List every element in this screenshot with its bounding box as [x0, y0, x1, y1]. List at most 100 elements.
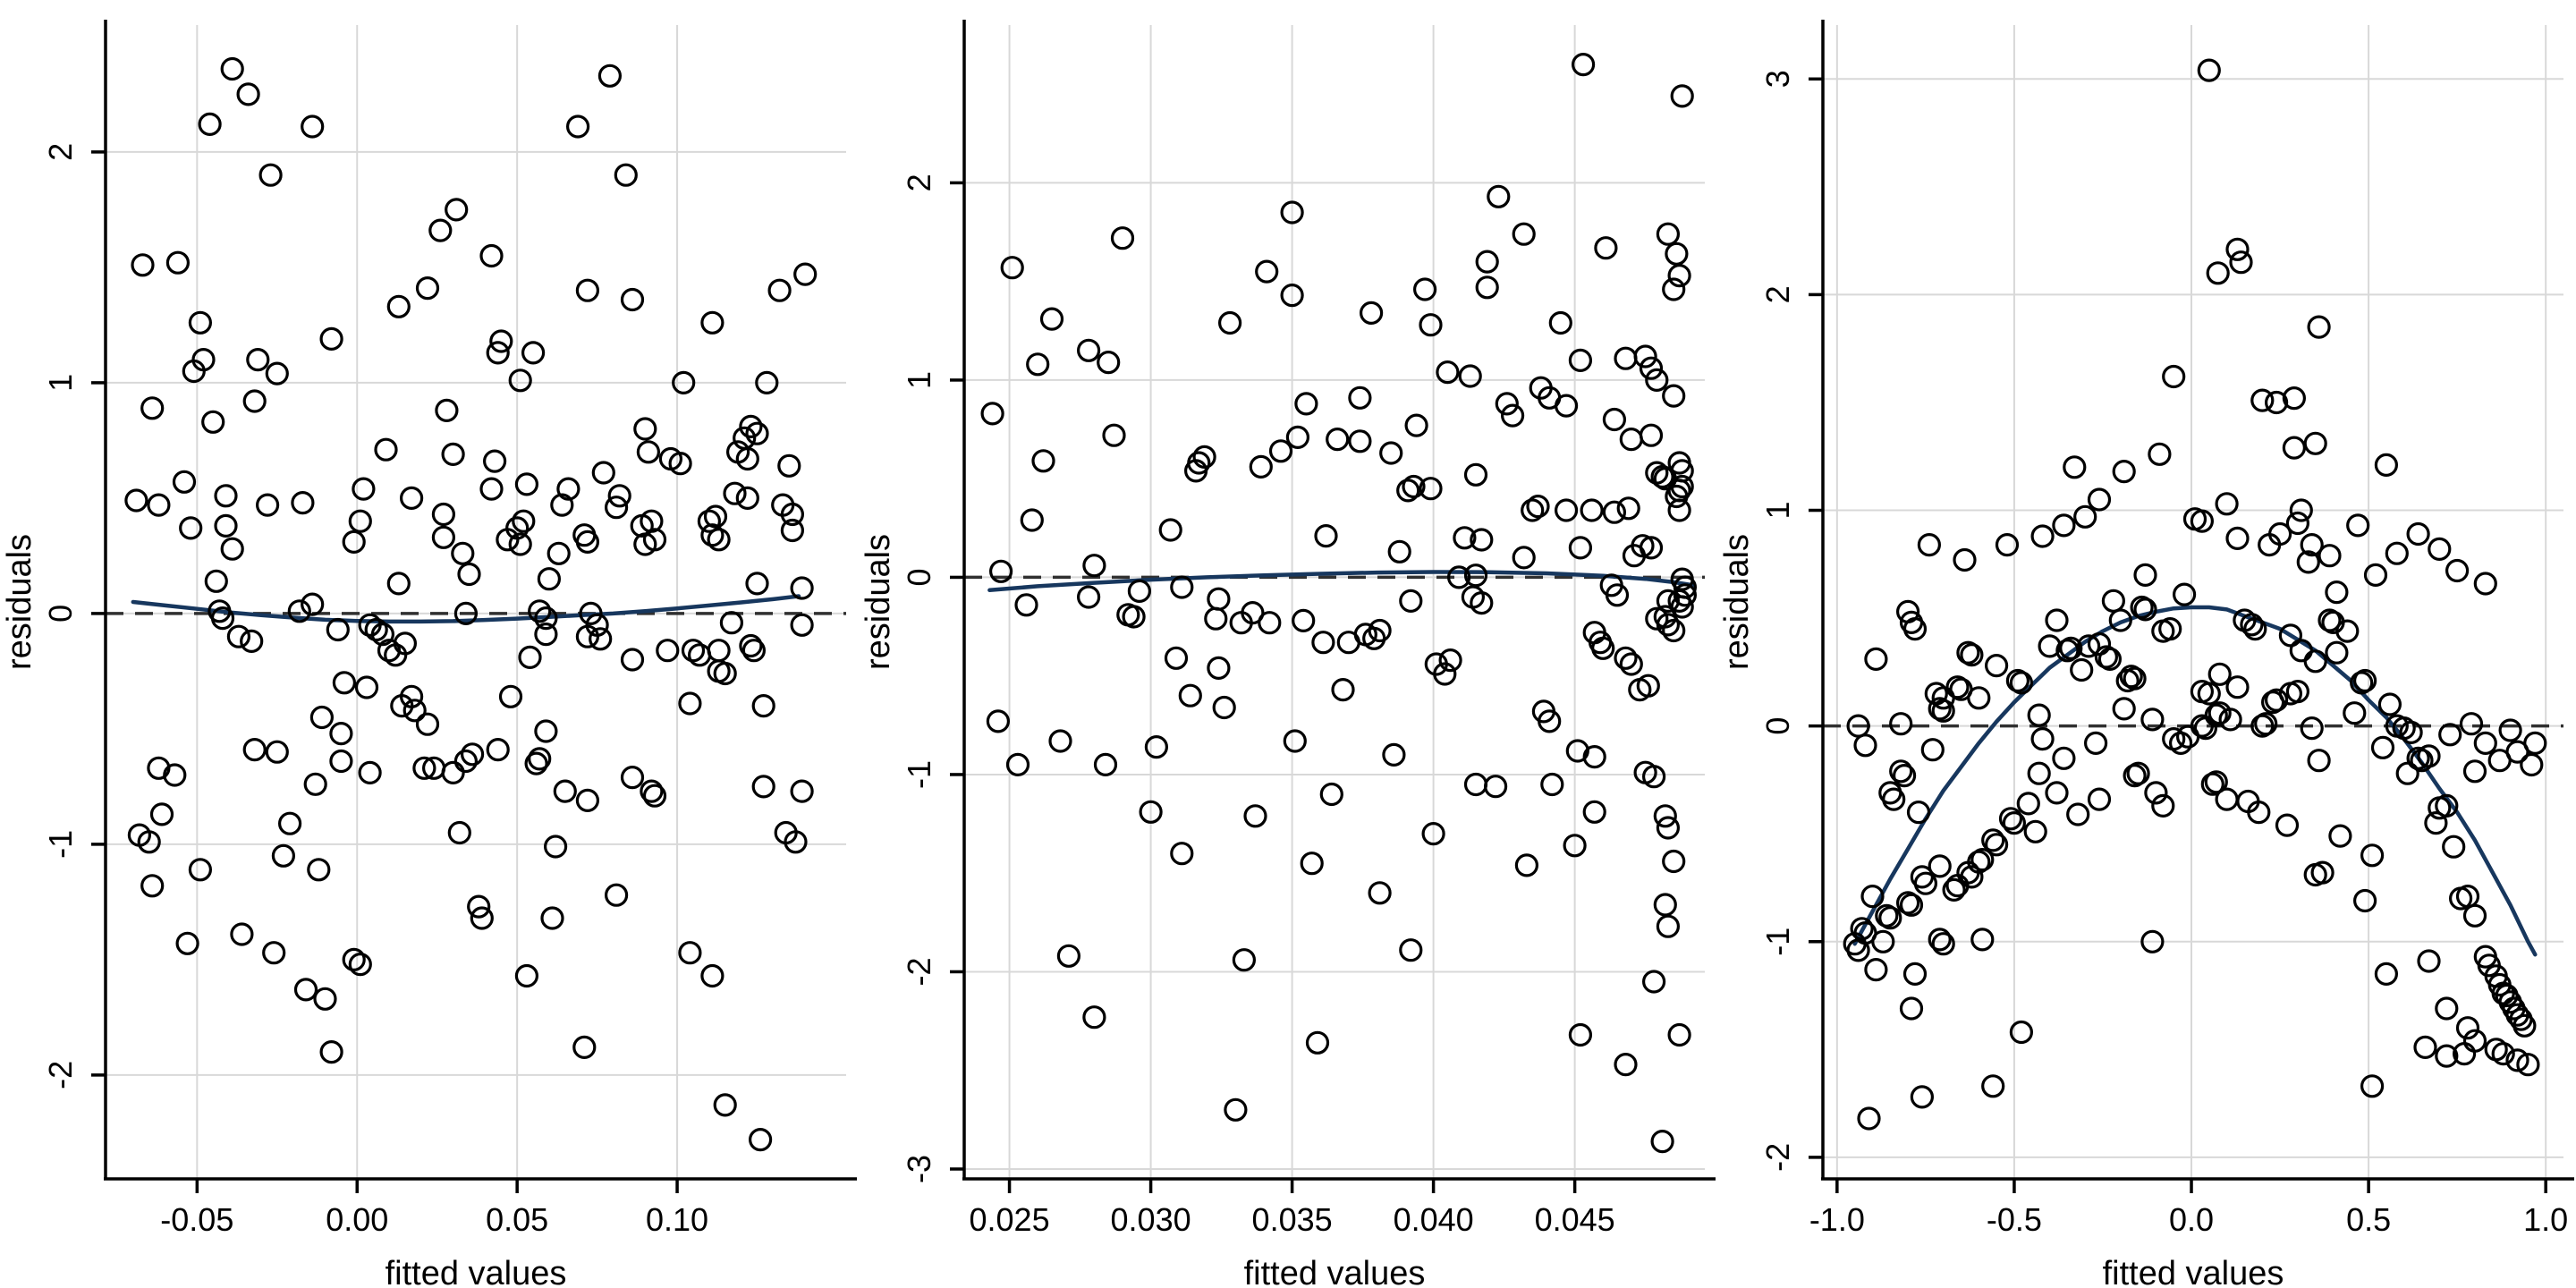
data-point — [1526, 494, 1550, 519]
data-point — [1005, 752, 1030, 777]
data-point — [1568, 536, 1593, 560]
data-point — [1207, 587, 1231, 611]
data-point — [319, 326, 343, 351]
data-point — [2296, 550, 2320, 574]
data-point — [1207, 656, 1231, 681]
lowess-curve — [987, 570, 1696, 593]
data-point — [2215, 787, 2239, 811]
data-point — [1463, 564, 1488, 588]
data-point — [2101, 589, 2125, 613]
y-axis-title: residuals — [860, 534, 897, 670]
data-point — [201, 410, 225, 434]
data-point — [1662, 277, 1686, 301]
data-point — [640, 779, 664, 803]
data-point — [1602, 500, 1627, 524]
data-point — [246, 348, 270, 372]
data-point — [1853, 733, 1877, 758]
data-point — [2063, 455, 2087, 479]
data-point — [2452, 1041, 2477, 1066]
data-point — [1631, 534, 1655, 558]
data-point — [1368, 618, 1392, 643]
data-point — [713, 661, 737, 686]
data-point — [2445, 558, 2470, 583]
data-point — [2325, 640, 2349, 665]
data-point — [1192, 445, 1216, 469]
data-point — [1580, 498, 1604, 522]
data-point — [2204, 703, 2228, 727]
data-point — [777, 453, 801, 478]
data-point — [441, 760, 465, 785]
data-point — [210, 606, 235, 631]
y-tick-label: 2 — [901, 174, 937, 191]
data-point — [2335, 619, 2360, 643]
data-point — [735, 486, 759, 511]
data-point — [1319, 782, 1343, 807]
data-point — [214, 513, 238, 538]
data-point — [400, 684, 424, 708]
data-point — [575, 278, 600, 302]
data-point — [1656, 816, 1681, 840]
data-point — [579, 601, 603, 626]
data-point — [2084, 731, 2108, 756]
data-point — [2247, 800, 2271, 825]
data-point — [518, 645, 542, 670]
data-point — [2130, 595, 2154, 620]
data-point — [1232, 948, 1256, 972]
data-point — [1540, 772, 1564, 797]
data-point — [1985, 653, 2009, 678]
data-point — [2087, 787, 2112, 811]
data-point — [2435, 996, 2459, 1021]
data-point — [1554, 394, 1579, 418]
data-point — [1487, 184, 1511, 208]
data-point — [1379, 441, 1403, 465]
data-point — [242, 389, 267, 413]
data-point — [1077, 585, 1101, 609]
data-point — [723, 481, 747, 505]
data-point — [1667, 498, 1691, 522]
data-point — [1619, 652, 1643, 676]
data-point — [534, 622, 558, 647]
data-point — [2240, 613, 2264, 637]
data-point — [543, 835, 568, 859]
data-point — [1850, 917, 1874, 941]
data-point — [220, 537, 244, 561]
data-point — [751, 693, 775, 718]
data-point — [1653, 804, 1677, 828]
data-point — [540, 906, 564, 930]
data-point — [2285, 511, 2310, 536]
data-point — [412, 756, 436, 780]
data-point — [2303, 431, 2327, 455]
data-point — [1127, 579, 1151, 604]
data-point — [2300, 532, 2324, 557]
data-point — [1331, 677, 1355, 702]
data-point — [2328, 824, 2352, 848]
data-point — [1910, 1085, 1934, 1109]
data-point — [1998, 807, 2023, 831]
data-point — [2206, 261, 2230, 285]
data-point — [1000, 256, 1024, 280]
data-point — [2310, 860, 2334, 885]
data-point — [2250, 714, 2275, 738]
data-point — [2172, 582, 2197, 606]
data-point — [2360, 843, 2385, 868]
y-tick-label: 0 — [901, 568, 937, 586]
data-point — [188, 858, 212, 882]
data-point — [575, 788, 600, 813]
data-point — [1387, 539, 1411, 564]
data-point — [1280, 200, 1304, 225]
data-point — [479, 477, 504, 501]
data-point — [496, 528, 520, 552]
data-point — [1913, 871, 1937, 895]
x-tick-label: 0.00 — [326, 1201, 388, 1238]
data-point — [342, 530, 366, 555]
data-point — [2009, 671, 2033, 695]
x-tick-label: 0.040 — [1394, 1201, 1474, 1238]
data-point — [242, 737, 267, 762]
data-point — [2133, 563, 2157, 588]
data-point — [2045, 608, 2069, 632]
data-point — [1641, 765, 1666, 789]
data-point — [1945, 675, 1970, 699]
data-point — [1020, 508, 1044, 532]
data-point — [604, 496, 629, 520]
data-point — [790, 613, 814, 637]
